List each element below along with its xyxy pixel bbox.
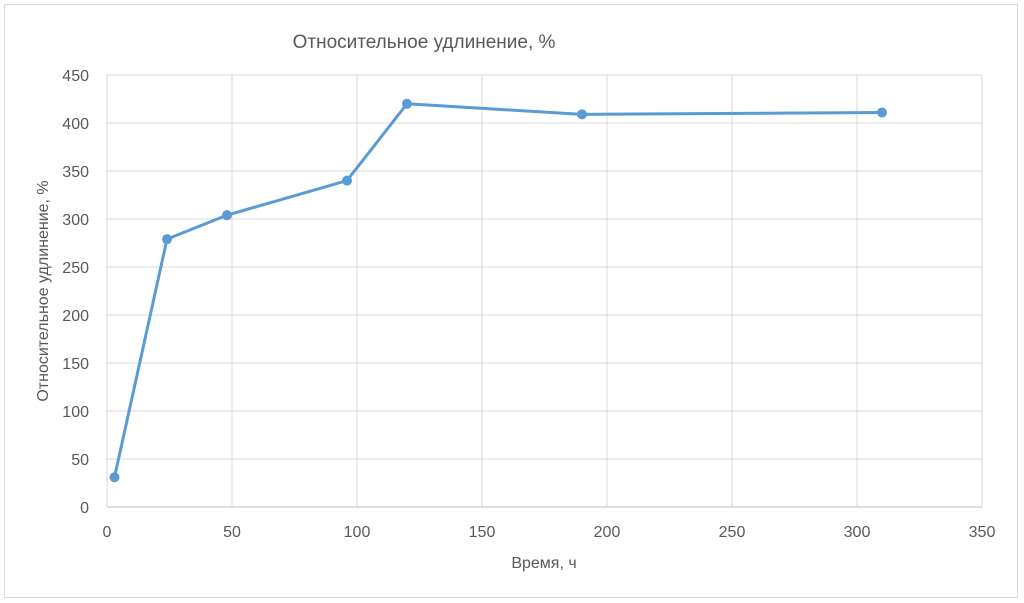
y-tick-label: 0	[80, 500, 89, 517]
x-tick-label: 350	[969, 524, 996, 541]
x-tick-label: 200	[594, 524, 621, 541]
y-axis-label: Относительное удлинение, %	[35, 180, 52, 401]
x-tick-label: 300	[844, 524, 871, 541]
y-tick-label: 350	[62, 164, 89, 181]
chart-title: Относительное удлинение, %	[293, 32, 556, 53]
series	[109, 98, 887, 483]
tick-labels: 0 50 100 150 200 250 300 350 400 450 0 50 100 150 200 2…	[62, 68, 995, 541]
series-line	[113, 102, 883, 478]
y-tick-label: 250	[62, 260, 89, 277]
data-point	[109, 472, 120, 483]
data-point	[342, 175, 352, 186]
chart-frame	[4, 4, 1018, 598]
x-axis-label: Время, ч	[511, 555, 576, 572]
x-tick-label: 50	[223, 524, 241, 541]
gridlines	[106, 74, 983, 508]
x-tick-label: 100	[344, 524, 371, 541]
x-tick-label: 250	[719, 524, 746, 541]
y-tick-label: 50	[71, 452, 89, 469]
y-tick-label: 400	[62, 116, 89, 133]
y-tick-label: 150	[62, 356, 89, 373]
data-point	[402, 98, 412, 109]
data-point	[577, 109, 587, 120]
y-tick-label: 100	[62, 404, 89, 421]
x-tick-label: 150	[469, 524, 496, 541]
y-tick-label: 300	[62, 212, 89, 229]
x-tick-label: 0	[103, 524, 112, 541]
y-tick-label: 200	[62, 308, 89, 325]
data-point	[162, 234, 172, 245]
y-tick-label: 450	[62, 68, 89, 85]
data-point	[222, 210, 232, 221]
data-point	[877, 107, 887, 118]
